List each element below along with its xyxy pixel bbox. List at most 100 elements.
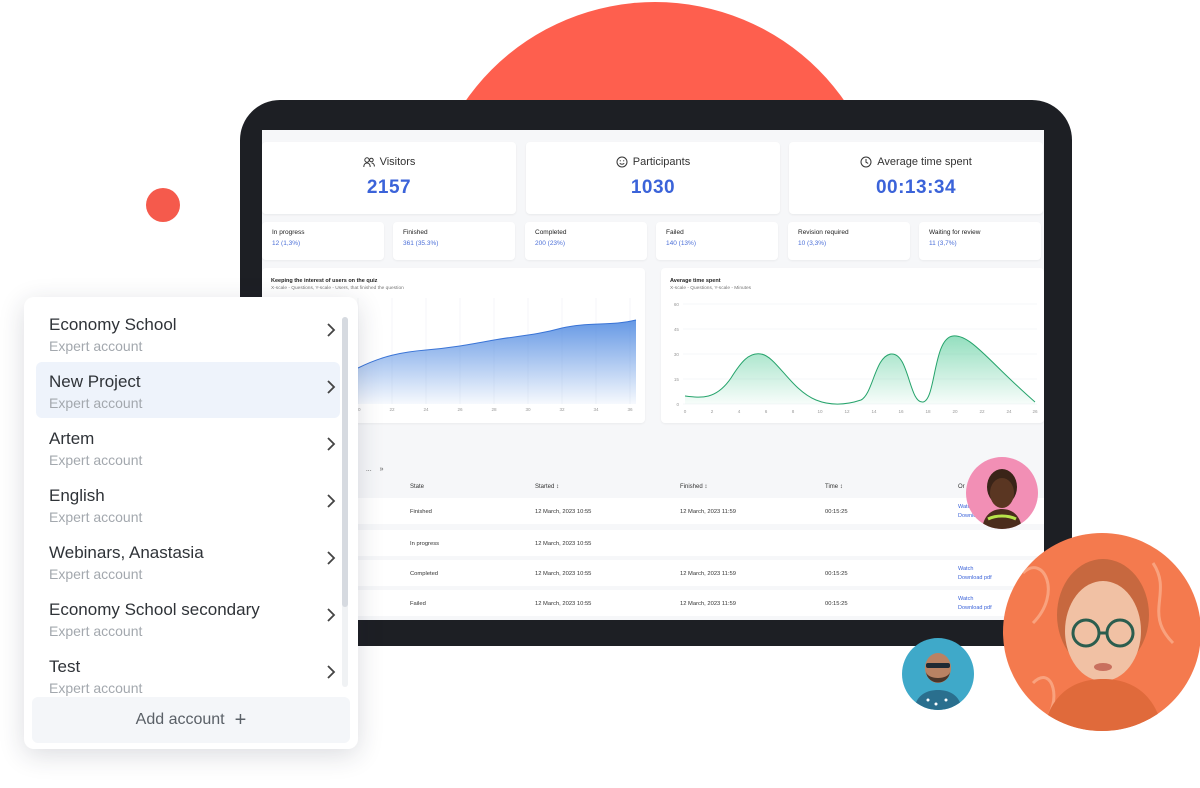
download-pdf-link[interactable]: Download pdf [958, 575, 992, 581]
cell-started: 12 March, 2023 10:55 [535, 541, 592, 547]
stat-value-visitors: 2157 [366, 177, 412, 198]
chart-average-time: 60 45 30 15 0 0 2 4 6 8 10 12 14 16 18 2… [674, 302, 1038, 414]
x-tick: 22 [979, 409, 985, 414]
x-tick: 20 [952, 409, 958, 414]
pagination-next-button[interactable]: » [379, 466, 384, 473]
table-row: Finished 12 March, 2023 10:55 12 March, … [262, 498, 1044, 524]
account-item-test[interactable]: Test Expert account [36, 647, 340, 703]
x-tick: 18 [925, 409, 931, 414]
stat-card-visitors: Visitors 2157 [262, 142, 516, 214]
cell-finished: 12 March, 2023 11:59 [680, 509, 736, 515]
avatar-woman-glasses [1003, 533, 1200, 731]
stat-label: Visitors [379, 156, 416, 168]
column-header-finished[interactable]: Finished ↕ [680, 484, 708, 490]
state-value: 361 (35.3%) [403, 240, 439, 247]
chart-user-interest: 20 22 24 26 28 30 32 34 36 [355, 298, 637, 412]
watch-link[interactable]: Watch [958, 504, 974, 510]
watch-link[interactable]: Watch [958, 596, 974, 602]
scrollbar-thumb[interactable] [342, 317, 348, 607]
table-row: Completed 12 March, 2023 10:55 12 March,… [262, 560, 1044, 586]
x-tick: 34 [593, 407, 599, 412]
watch-link[interactable]: Watch [958, 566, 974, 572]
decorative-coral-circle-small [146, 188, 180, 222]
chevron-right-icon [327, 551, 336, 565]
account-item-english[interactable]: English Expert account [36, 476, 340, 532]
y-tick: 15 [674, 377, 680, 382]
stat-value-average-time: 00:13:34 [875, 177, 957, 198]
state-card-completed: Completed 200 (23%) [525, 222, 647, 260]
x-tick: 36 [627, 407, 633, 412]
account-role: Expert account [49, 566, 143, 582]
stat-label: Average time spent [877, 156, 972, 168]
state-value: 10 (3,3%) [798, 240, 827, 247]
download-pdf-link[interactable]: Download pdf [958, 605, 992, 611]
state-value: 12 (1,3%) [272, 240, 301, 247]
cell-finished: 12 March, 2023 11:59 [680, 601, 736, 607]
area-series [685, 335, 1035, 405]
cell-state: Finished [410, 509, 432, 515]
state-label: Finished [403, 229, 428, 236]
account-name: English [49, 486, 105, 505]
cell-state: Failed [410, 601, 426, 607]
clock-icon [860, 156, 872, 168]
account-item-new-project[interactable]: New Project Expert account [36, 362, 340, 418]
y-tick: 30 [674, 352, 680, 357]
chevron-right-icon [327, 323, 336, 337]
account-name: Economy School [49, 315, 177, 334]
users-icon [362, 157, 375, 168]
state-card-failed: Failed 140 (13%) [656, 222, 778, 260]
account-name: Artem [49, 429, 95, 448]
chevron-right-icon [327, 380, 336, 394]
x-tick: 26 [457, 407, 463, 412]
cell-started: 12 March, 2023 10:55 [535, 509, 592, 515]
cell-finished: 12 March, 2023 11:59 [680, 571, 736, 577]
account-item-artem[interactable]: Artem Expert account [36, 419, 340, 475]
x-tick: 30 [525, 407, 531, 412]
state-value: 11 (3,7%) [929, 240, 957, 247]
state-label: Revision required [798, 229, 849, 236]
x-tick: 22 [389, 407, 395, 412]
chevron-right-icon [327, 494, 336, 508]
area-series [358, 320, 636, 404]
column-header-started[interactable]: Started ↕ [535, 484, 560, 490]
account-role: Expert account [49, 680, 143, 696]
account-item-economy-school-secondary[interactable]: Economy School secondary Expert account [36, 590, 340, 646]
chart-subtitle: X-scale - Questions, Y-scale - Minutes [670, 286, 752, 291]
account-item-economy-school[interactable]: Economy School Expert account [36, 305, 340, 361]
plus-icon: + [234, 709, 247, 731]
cell-started: 12 March, 2023 10:55 [535, 571, 592, 577]
cell-state: Completed [410, 571, 439, 577]
account-name: Economy School secondary [49, 600, 260, 619]
state-label: Completed [535, 229, 567, 236]
chevron-right-icon [327, 608, 336, 622]
x-tick: 24 [423, 407, 429, 412]
cell-time: 00:15:25 [825, 571, 848, 577]
chart-title: Keeping the interest of users on the qui… [271, 278, 378, 284]
x-tick: 2 [711, 409, 714, 414]
avatar-woman-pink [966, 457, 1038, 529]
chevron-right-icon [327, 437, 336, 451]
cell-time: 00:15:25 [825, 601, 848, 607]
table-row: Failed 12 March, 2023 10:55 12 March, 20… [262, 590, 1044, 616]
account-role: Expert account [49, 338, 143, 354]
cell-started: 12 March, 2023 10:55 [535, 601, 592, 607]
x-tick: 8 [792, 409, 795, 414]
x-tick: 12 [844, 409, 850, 414]
account-item-webinars-anastasia[interactable]: Webinars, Anastasia Expert account [36, 533, 340, 589]
x-tick: 32 [559, 407, 565, 412]
x-tick: 10 [817, 409, 823, 414]
chart-title: Average time spent [670, 278, 721, 284]
state-value: 200 (23%) [535, 240, 565, 247]
x-tick: 14 [871, 409, 877, 414]
stat-card-average-time: Average time spent 00:13:34 [789, 142, 1043, 214]
x-tick: 24 [1006, 409, 1012, 414]
add-account-button[interactable]: Add account + [32, 697, 350, 743]
pagination: 3 ... » [354, 466, 384, 473]
pagination-ellipsis: ... [365, 466, 372, 473]
state-card-finished: Finished 361 (35.3%) [393, 222, 515, 260]
y-tick: 0 [676, 402, 679, 407]
state-card-waiting-for-review: Waiting for review 11 (3,7%) [919, 222, 1041, 260]
column-header-time[interactable]: Time ↕ [825, 484, 843, 490]
account-name: Test [49, 657, 81, 676]
state-label: In progress [272, 229, 305, 236]
